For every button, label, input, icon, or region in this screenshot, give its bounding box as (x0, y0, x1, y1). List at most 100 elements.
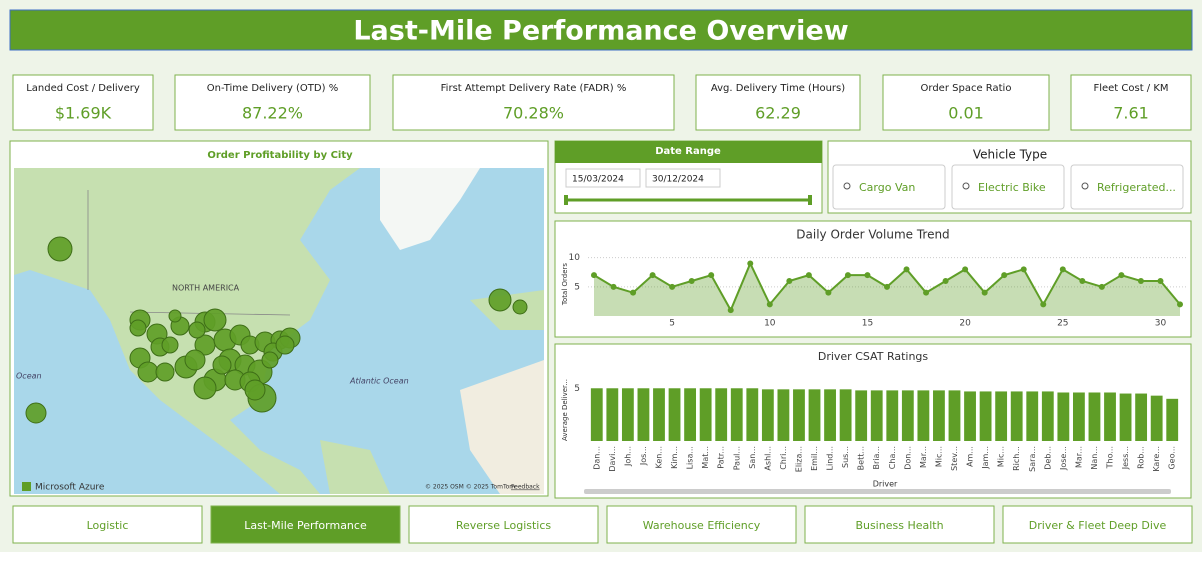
bar (653, 388, 665, 441)
radio (1081, 182, 1089, 190)
scrollbar[interactable] (584, 489, 1171, 494)
x-tick-label: Rob... (1137, 446, 1146, 469)
x-tick-label: Lisa... (686, 446, 695, 469)
tab[interactable] (210, 505, 401, 544)
bar (1166, 398, 1179, 441)
vehicle-option: Electric Bike (978, 181, 1046, 194)
point (1177, 301, 1183, 308)
bar (995, 391, 1008, 441)
tab[interactable] (12, 505, 203, 544)
bubble (161, 336, 179, 354)
attribution: Microsoft Azure (35, 483, 105, 493)
bar (621, 388, 634, 441)
bar (855, 390, 868, 441)
bubble (203, 308, 227, 332)
bar (761, 389, 774, 441)
tab[interactable] (804, 505, 995, 544)
bar (590, 388, 603, 441)
x-tick-label: San... (748, 446, 757, 469)
x-tick-label: Patr... (717, 446, 726, 469)
y-tick-label: 10 (569, 253, 581, 263)
point (1059, 266, 1066, 273)
x-tick-label: Lind... (826, 446, 835, 470)
point (786, 278, 793, 284)
x-tick-label: Geo... (1168, 446, 1177, 470)
bar (1041, 391, 1054, 441)
x-tick-label: Mar... (919, 446, 928, 468)
land (320, 440, 390, 494)
bar (1010, 391, 1023, 441)
bubble (212, 355, 232, 375)
bubble (168, 309, 182, 323)
radio (962, 182, 970, 190)
date-input[interactable] (565, 168, 641, 188)
bar (933, 390, 945, 441)
bubble (512, 299, 528, 315)
bar (715, 388, 728, 441)
x-tick-label: Don... (903, 446, 912, 470)
slider-handle[interactable] (808, 195, 812, 205)
bar (901, 390, 914, 441)
x-tick-label: Paul... (732, 446, 741, 470)
tab-label: Driver & Fleet Deep Dive (1029, 519, 1167, 532)
bubble (184, 349, 206, 371)
kpi-label: Landed Cost / Delivery (26, 83, 140, 94)
tab-label: Logistic (87, 519, 129, 532)
point (747, 260, 754, 267)
kpi-value: $1.69K (55, 104, 112, 123)
point (1098, 283, 1105, 290)
bubble (129, 319, 147, 337)
map-label: Atlantic Ocean (349, 377, 409, 386)
x-tick-label: Rich... (1012, 446, 1021, 471)
bar (793, 389, 805, 441)
bar (1072, 392, 1085, 441)
vehicle-button[interactable] (1070, 164, 1184, 210)
tab[interactable] (408, 505, 599, 544)
x-tick-label: Davi... (608, 446, 617, 472)
point (942, 278, 949, 284)
title-bar (9, 9, 1193, 51)
point (844, 272, 851, 279)
bar (1026, 391, 1039, 441)
point (864, 272, 871, 279)
bar (979, 391, 992, 441)
feedback[interactable]: Feedback (511, 484, 540, 491)
point (805, 272, 812, 279)
slider-handle[interactable] (564, 195, 568, 205)
title: Last-Mile Performance Overview (353, 16, 848, 47)
bar (948, 390, 961, 441)
vehicle-button[interactable] (832, 164, 946, 210)
kpi-card (695, 74, 861, 131)
vehicle-button[interactable] (951, 164, 1065, 210)
bar (964, 391, 976, 441)
bar (1088, 392, 1101, 441)
bar (637, 388, 650, 441)
bubble (188, 321, 206, 339)
x-tick-label: Deb... (1043, 446, 1052, 470)
x-tick-label: Am... (966, 446, 975, 467)
tab-label: Reverse Logistics (456, 519, 552, 532)
land (460, 360, 544, 494)
x-tick-label: Nan... (1090, 446, 1099, 470)
kpi-card (12, 74, 154, 131)
bubble (155, 362, 175, 382)
bubble (244, 379, 266, 401)
point (688, 278, 695, 284)
x-tick-label: Ashl... (763, 446, 772, 471)
x-tick-label: Stev... (950, 446, 959, 471)
point (884, 283, 890, 290)
start-date: 15/03/2024 (572, 175, 624, 185)
point (1020, 266, 1027, 273)
tab[interactable] (1002, 505, 1193, 544)
tab[interactable] (606, 505, 797, 544)
point (962, 266, 969, 273)
bar (1135, 393, 1148, 441)
y-tick-label: 5 (574, 282, 580, 292)
x-tick-label: Mic... (934, 446, 943, 467)
date-input[interactable] (645, 168, 721, 188)
x-tick-label: Jess... (1121, 446, 1130, 470)
map-label: NORTH AMERICA (172, 284, 240, 293)
x-tick-label: Sus... (841, 446, 850, 468)
bar (870, 390, 883, 441)
kpi-value: 70.28% (503, 104, 564, 123)
